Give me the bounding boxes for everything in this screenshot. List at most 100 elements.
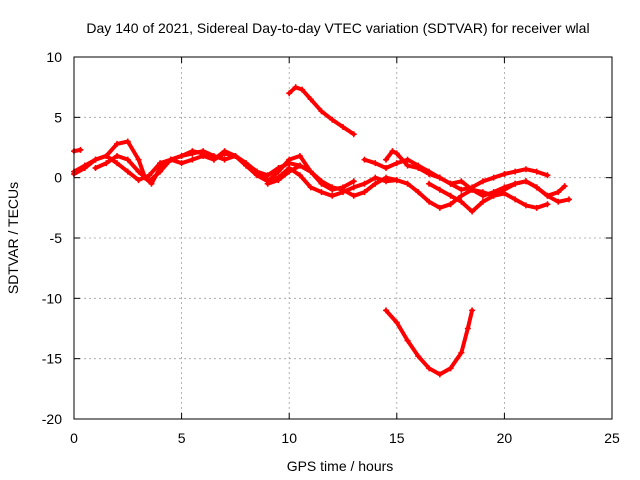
data-point [286,168,293,175]
data-point [415,189,422,196]
data-point [296,162,303,169]
ticks [73,56,613,420]
data-point [512,168,519,175]
data-point [372,160,379,167]
data-point [243,162,250,169]
data-point [372,180,379,187]
data-point [447,180,454,187]
data-point [350,184,357,191]
y-tick-label: 5 [54,109,62,125]
data-point [490,174,497,181]
y-tick-label: 0 [54,170,62,186]
series-line [427,179,567,214]
data-point [361,156,368,163]
data-point [178,160,185,167]
data-point [157,168,164,175]
data-point [404,162,411,169]
data-point [307,168,314,175]
y-tick-label: -10 [42,290,62,306]
x-tick-label: 25 [604,430,620,446]
x-tick-labels: 0 5 10 15 20 25 [70,430,620,446]
data-point [426,180,433,187]
data-point [146,178,153,185]
data-point [350,178,357,185]
data-point [275,177,282,184]
data-point [522,166,529,173]
x-tick-label: 5 [178,430,186,446]
data-point [329,184,336,191]
data-point [426,168,433,175]
data-point [544,172,551,179]
data-point [124,138,131,145]
data-point [372,174,379,181]
data-point [555,198,562,205]
data-point [383,174,390,181]
data-point [296,172,303,179]
data-point [340,123,346,130]
data-point [479,192,486,199]
data-point [490,192,497,199]
data-point [221,156,228,163]
data-point [533,184,540,191]
data-point [469,307,476,314]
data-point [81,162,88,169]
data-point [318,108,325,115]
data-point [404,156,411,163]
data-point [436,371,443,378]
data-point [383,307,390,314]
data-point [512,180,519,187]
data-point [555,189,562,196]
data-point [124,168,131,175]
data-point [479,198,486,205]
data-point [329,116,336,123]
x-tick-label: 20 [497,430,513,446]
data-point [189,156,196,163]
chart-title: Day 140 of 2021, Sidereal Day-to-day VTE… [86,20,589,36]
data-series [71,84,572,378]
y-tick-label: -5 [50,230,63,246]
series-line [384,308,475,377]
data-point [232,152,239,159]
data-point [383,156,390,163]
y-axis-title: SDTVAR / TECUs [5,182,21,294]
data-point [92,165,99,172]
data-point [404,337,411,344]
y-tick-labels: -20 -15 -10 -5 0 5 10 [42,49,62,427]
data-point [189,148,196,155]
data-point [318,189,325,196]
data-point [292,84,299,91]
data-point [501,171,508,178]
data-point [135,177,142,184]
data-point [426,198,433,205]
data-point [329,192,336,199]
data-point [146,172,153,179]
data-point [479,178,486,185]
data-point [361,180,368,187]
data-point [393,319,400,326]
data-point [307,96,314,103]
data-point [447,365,454,372]
series-track-10 [426,178,568,215]
data-point [135,156,142,163]
data-point [404,180,411,187]
data-point [544,201,551,208]
y-tick-label: -20 [42,411,62,427]
data-point [512,196,519,203]
data-point [458,186,465,193]
data-point [361,189,368,196]
data-point [200,152,207,159]
data-point [426,365,433,372]
data-point [415,162,422,169]
data-point [469,186,476,193]
data-point [114,160,121,167]
data-point [307,184,314,191]
data-point [436,186,443,193]
data-point [458,349,465,356]
data-point [77,146,84,153]
data-point [383,165,390,172]
data-point [318,178,325,185]
data-point [103,152,110,159]
data-point [389,148,396,155]
data-point [522,202,529,209]
